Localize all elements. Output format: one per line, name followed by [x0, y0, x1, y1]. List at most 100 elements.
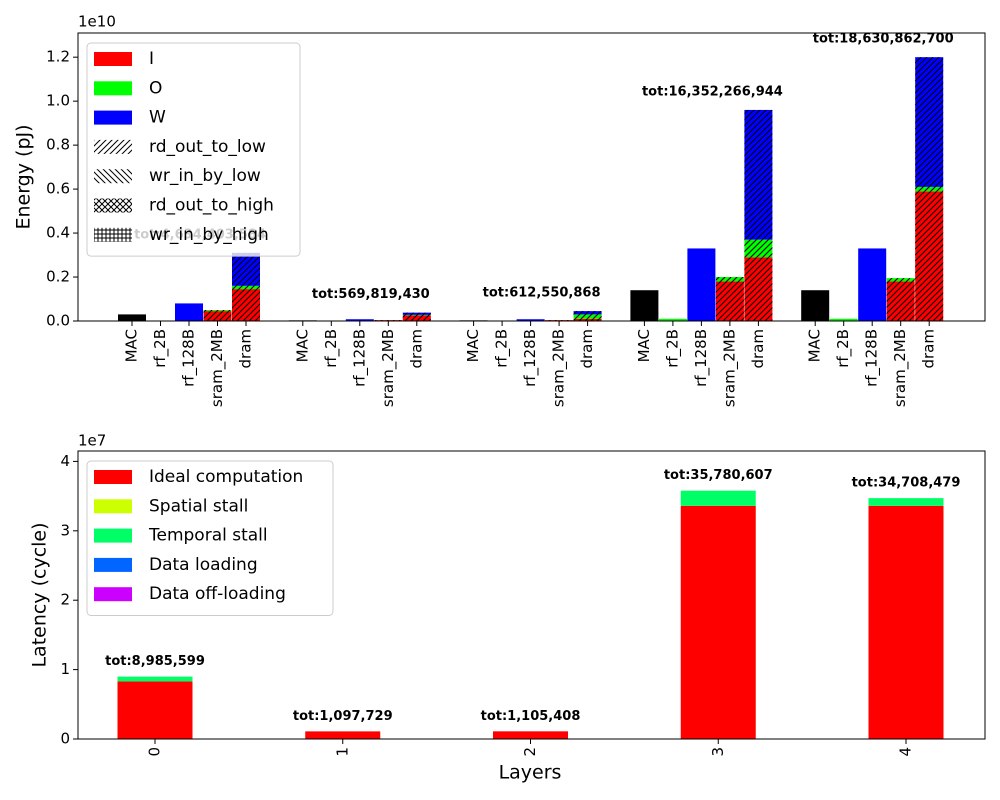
total-label: tot:35,780,607 [664, 468, 773, 483]
y-tick-label: 0.2 [46, 268, 70, 286]
bar-segment [516, 319, 545, 321]
bar-hatch [203, 311, 232, 321]
y-tick-label: 0.6 [46, 180, 70, 198]
bar-hatch [402, 314, 431, 316]
bar-segment [680, 505, 756, 739]
bar [118, 314, 146, 321]
x-tick-label: rf_2B [322, 329, 341, 368]
legend-label: I [149, 49, 154, 69]
y-tick-label: 4 [60, 452, 70, 470]
x-tick-label: rf_128B [863, 329, 882, 387]
legend-swatch [94, 52, 132, 66]
bar-segment [305, 731, 381, 739]
total-label: tot:8,985,599 [105, 654, 205, 669]
bar-hatch [402, 312, 431, 315]
offset-label: 1e10 [78, 13, 116, 31]
x-tick-label: 1 [333, 747, 351, 757]
legend-swatch [94, 81, 132, 96]
total-label: tot:569,819,430 [312, 287, 430, 302]
bar-segment [829, 318, 858, 321]
x-tick-label: 4 [897, 747, 915, 757]
x-tick-label: 0 [146, 747, 164, 757]
bar-segment [345, 319, 374, 321]
x-axis-label: Layers [499, 762, 562, 784]
x-tick-label: sram_2MB [550, 329, 569, 407]
bar-segment [868, 498, 944, 506]
bar-segment [687, 248, 716, 321]
y-axis-label: Energy (pJ) [13, 124, 35, 229]
legend-label: Spatial stall [149, 496, 248, 516]
legend-box [86, 460, 334, 616]
legend-swatch [94, 528, 132, 543]
legend-swatch [94, 557, 132, 572]
x-tick-label: 3 [709, 747, 727, 757]
y-tick-label: 1 [60, 660, 70, 678]
legend-label: wr_in_by_high [149, 225, 269, 245]
bar-hatch [573, 314, 602, 319]
x-tick-label: dram [237, 329, 255, 369]
plot-frame [77, 450, 986, 740]
y-tick-label: 0 [60, 730, 70, 748]
y-tick-label: 0.0 [46, 312, 70, 330]
x-tick-label: MAC [635, 329, 653, 362]
bar-segment [493, 731, 568, 739]
legend-hatch [94, 198, 132, 213]
y-axis-label: Latency (cycle) [29, 522, 51, 667]
bar [630, 290, 659, 321]
bar-hatch [232, 252, 260, 286]
total-label: tot:34,708,479 [852, 476, 961, 491]
total-label: tot:18,630,862,700 [813, 32, 954, 47]
y-tick-label: 1.2 [46, 48, 70, 66]
bar-hatch [573, 311, 602, 315]
legend-label: rd_out_to_low [149, 137, 266, 157]
bar-hatch [744, 257, 773, 321]
x-tick-label: dram [407, 329, 425, 369]
total-label: tot:1,097,729 [293, 709, 393, 724]
legend-label: rd_out_to_high [149, 196, 274, 216]
bar-hatch [744, 239, 773, 258]
bar-hatch [715, 277, 744, 282]
offset-label: 1e7 [78, 432, 106, 450]
legend-label: Data off-loading [149, 584, 286, 604]
legend-hatch [94, 169, 132, 184]
x-tick-label: rf_2B [834, 329, 853, 368]
legend-label: Temporal stall [148, 526, 268, 546]
plot-frame [77, 32, 986, 322]
y-tick-label: 0.4 [46, 224, 70, 242]
total-label: tot:16,352,266,944 [642, 84, 783, 99]
legend-box [86, 42, 301, 257]
legend-swatch [94, 587, 132, 602]
bar-segment [858, 248, 887, 321]
bar-segment [658, 318, 687, 321]
bar-hatch [573, 318, 602, 321]
bar [801, 290, 830, 321]
x-tick-label: rf_2B [151, 329, 170, 368]
bar-segment [680, 490, 756, 506]
bar-segment [117, 676, 193, 682]
legend-label: O [149, 78, 162, 98]
legend-swatch [94, 499, 132, 514]
x-tick-label: dram [749, 329, 767, 369]
bar-hatch [915, 57, 944, 187]
y-tick-label: 2 [60, 591, 70, 609]
bar-segment [117, 681, 193, 739]
legend-swatch [94, 110, 132, 125]
bar-hatch [886, 278, 915, 282]
x-tick-label: sram_2MB [891, 329, 910, 407]
bar-segment [868, 505, 944, 739]
x-tick-label: MAC [464, 329, 482, 362]
bar-hatch [232, 289, 260, 321]
legend-label: Data loading [149, 555, 258, 575]
x-tick-label: sram_2MB [208, 329, 227, 407]
x-tick-label: rf_128B [350, 329, 369, 387]
legend-hatch [94, 227, 132, 242]
x-tick-label: rf_128B [521, 329, 540, 387]
bar-hatch [715, 281, 744, 321]
y-tick-label: 3 [60, 521, 70, 539]
x-tick-label: rf_2B [663, 329, 682, 368]
total-label: tot:1,105,408 [481, 709, 581, 724]
x-tick-label: rf_128B [692, 329, 711, 387]
y-tick-label: 1.0 [46, 92, 70, 110]
x-tick-label: MAC [806, 329, 824, 362]
